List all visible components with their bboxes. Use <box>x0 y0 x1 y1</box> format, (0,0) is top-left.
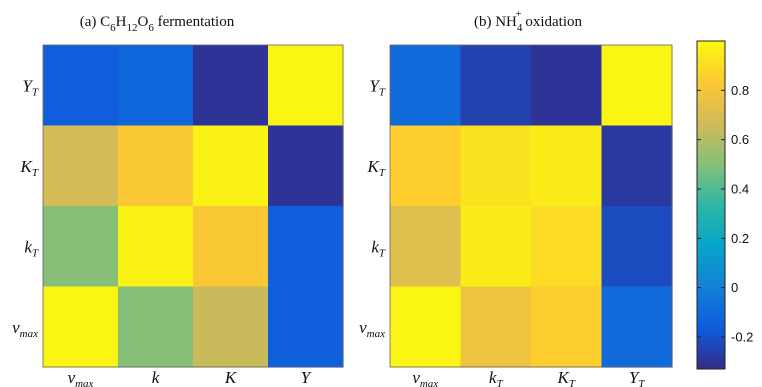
heatmap-cell-0-0-3 <box>268 45 344 127</box>
heatmap-cell-0-1-3 <box>268 125 344 207</box>
heatmap-cell-1-2-0 <box>390 206 462 288</box>
heatmap-cell-0-0-1 <box>118 45 194 127</box>
panel-frame-1 <box>389 44 673 368</box>
panel-b: (b) NH4+ oxidation YT KT kT vmax vmax kT KT YT <box>359 8 673 387</box>
col-label-0-1: k <box>152 368 160 387</box>
heatmap-cell-0-3-0 <box>43 286 119 368</box>
panel-b-title: (b) NH4+ oxidation <box>474 8 583 34</box>
col-label-0-0: vmax <box>68 368 94 387</box>
panel-a-cells <box>42 44 344 368</box>
col-label-0-3: Y <box>301 368 312 387</box>
row-label-0-3: vmax <box>12 318 38 340</box>
heatmap-cell-1-2-1 <box>460 206 532 288</box>
row-label-1-2: kT <box>371 237 386 259</box>
heatmap-cell-0-3-2 <box>193 286 269 368</box>
col-label-0-2: K <box>224 368 238 387</box>
col-label-1-0: vmax <box>412 368 438 387</box>
row-label-1-1: KT <box>367 157 386 179</box>
panel-a-row-labels: YT KT kT vmax <box>12 76 39 340</box>
heatmap-cell-0-2-3 <box>268 206 344 288</box>
heatmap-cell-1-1-2 <box>531 125 603 207</box>
heatmap-cell-1-3-3 <box>601 286 673 368</box>
col-label-1-3: YT <box>629 368 645 387</box>
row-label-0-0: YT <box>22 76 38 98</box>
heatmap-cell-1-3-1 <box>460 286 532 368</box>
colorbar-tick-label-1: 0 <box>731 280 738 295</box>
heatmap-cell-1-2-2 <box>531 206 603 288</box>
heatmap-cell-0-2-1 <box>118 206 194 288</box>
col-label-1-2: KT <box>557 368 576 387</box>
row-label-1-0: YT <box>369 76 385 98</box>
heatmap-cell-1-0-0 <box>390 45 462 127</box>
heatmap-cell-1-0-2 <box>531 45 603 127</box>
heatmap-cell-1-2-3 <box>601 206 673 288</box>
panel-b-row-labels: YT KT kT vmax <box>359 76 386 340</box>
colorbar-gradient <box>696 40 726 370</box>
panel-b-col-labels: vmax kT KT YT <box>412 368 645 387</box>
heatmap-cell-1-1-1 <box>460 125 532 207</box>
colorbar-tick-label-5: 0.8 <box>731 83 749 98</box>
heatmap-cell-1-1-3 <box>601 125 673 207</box>
heatmap-cell-0-2-2 <box>193 206 269 288</box>
row-label-0-1: KT <box>20 157 39 179</box>
panel-a-title: (a) C6H12O6 fermentation <box>80 14 235 34</box>
heatmap-cell-0-3-1 <box>118 286 194 368</box>
heatmap-cell-0-2-0 <box>43 206 119 288</box>
panel-b-cells <box>389 44 673 368</box>
panel-a: (a) C6H12O6 fermentation YT KT kT vmax vmax… <box>12 14 344 387</box>
colorbar: -0.2 0 0.2 0.4 0.6 0.8 <box>696 40 753 370</box>
heatmap-cell-1-0-3 <box>601 45 673 127</box>
row-label-1-3: vmax <box>359 318 385 340</box>
heatmap-cell-0-1-1 <box>118 125 194 207</box>
heatmap-cell-1-3-2 <box>531 286 603 368</box>
colorbar-tick-label-4: 0.6 <box>731 132 749 147</box>
colorbar-ticks: -0.2 0 0.2 0.4 0.6 0.8 <box>697 83 753 344</box>
heatmap-cell-1-0-1 <box>460 45 532 127</box>
heatmap-cell-1-1-0 <box>390 125 462 207</box>
panel-a-col-labels: vmax k K Y <box>68 368 312 387</box>
heatmap-cell-0-3-3 <box>268 286 344 368</box>
heatmap-cell-0-1-0 <box>43 125 119 207</box>
row-label-0-2: kT <box>24 237 39 259</box>
colorbar-tick-label-3: 0.4 <box>731 181 749 196</box>
heatmap-cell-0-0-2 <box>193 45 269 127</box>
col-label-1-1: kT <box>489 368 504 387</box>
panel-frame-0 <box>42 44 344 368</box>
heatmap-cell-0-1-2 <box>193 125 269 207</box>
colorbar-tick-label-0: -0.2 <box>731 329 753 344</box>
heatmap-cell-1-3-0 <box>390 286 462 368</box>
colorbar-tick-label-2: 0.2 <box>731 231 749 246</box>
heatmap-cell-0-0-0 <box>43 45 119 127</box>
